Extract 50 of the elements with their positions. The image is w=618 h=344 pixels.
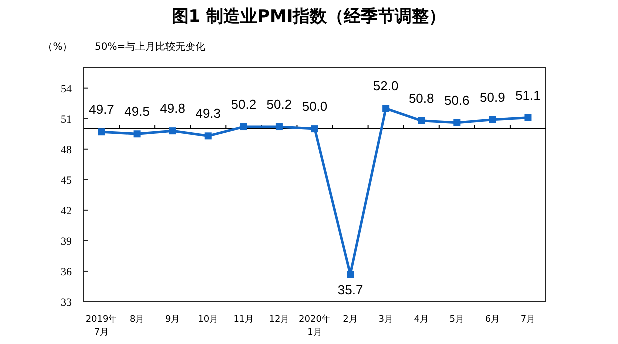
- y-tick-label: 33: [61, 297, 72, 309]
- x-tick-label: 10月: [198, 315, 219, 325]
- y-tick-label: 45: [61, 174, 72, 187]
- data-label: 49.8: [160, 101, 186, 116]
- x-tick-label: 11月: [234, 315, 254, 325]
- point: [169, 128, 176, 135]
- point: [382, 105, 390, 112]
- data-label: 50.6: [444, 92, 470, 108]
- point: [524, 114, 532, 122]
- y-tick-label: 48: [61, 144, 72, 156]
- y-tick-label: 36: [61, 266, 72, 278]
- chart-title: 图1 制造业PMI指数（经季节调整）: [172, 7, 446, 27]
- text: 50%=与上月比较无变化: [95, 41, 206, 53]
- data-label: 52.0: [373, 78, 399, 94]
- point: [489, 116, 496, 124]
- x-tick-label: 2019年 7月: [86, 314, 118, 338]
- x-tick-label: 4月: [414, 315, 429, 325]
- point: [347, 271, 354, 278]
- x-tick-label: 3月: [378, 315, 394, 325]
- x-tick-label: 2020年 1月: [299, 314, 331, 338]
- point: [418, 117, 426, 124]
- point: [134, 130, 141, 138]
- point: [454, 119, 461, 126]
- point: [240, 124, 248, 131]
- x-tick-label: 8月: [130, 315, 145, 325]
- y-axis-title: （%）: [43, 42, 73, 53]
- point: [312, 126, 318, 133]
- data-label: 35.7: [338, 282, 364, 298]
- y-tick-label: 54: [61, 83, 72, 96]
- x-tick-label: 6月: [485, 315, 500, 325]
- point: [276, 124, 283, 131]
- x-tick-label: 9月: [165, 315, 180, 325]
- point: [98, 128, 106, 136]
- x-tick-label: 2月: [343, 315, 358, 325]
- data-label: 49.7: [89, 102, 114, 118]
- data-label: 49.5: [124, 104, 150, 120]
- data-label: 50.8: [408, 90, 434, 106]
- y-tick-label: 51: [61, 114, 72, 126]
- data-label: 50.2: [266, 97, 292, 112]
- x-tick-label: 12月: [269, 315, 290, 325]
- x-tick-label: 7月: [520, 315, 536, 325]
- y-tick-label: 39: [61, 236, 72, 248]
- data-label: 49.3: [196, 106, 222, 122]
- data-label: 50.2: [231, 97, 257, 112]
- x-tick-label: 5月: [450, 315, 465, 325]
- data-label: 51.1: [516, 88, 541, 103]
- point: [204, 132, 212, 140]
- data-label: 50.9: [480, 90, 506, 105]
- data-label: 50.0: [302, 99, 328, 114]
- y-tick-label: 42: [61, 205, 72, 218]
